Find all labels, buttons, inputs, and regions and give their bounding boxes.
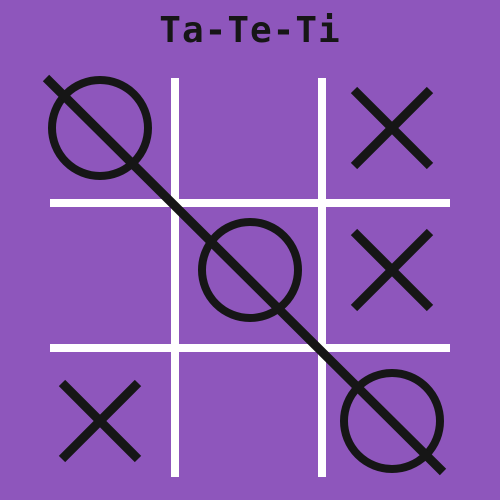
board-cell-r1-c2[interactable] — [175, 78, 322, 203]
o-mark-r2-c2 — [198, 218, 302, 322]
x-mark-r2-c3 — [350, 228, 434, 312]
game-title: Ta-Te-Ti — [159, 10, 341, 51]
winning-line — [42, 74, 447, 476]
o-mark-r1-c1 — [48, 76, 152, 180]
board-cell-r2-c1[interactable] — [50, 203, 175, 348]
x-mark-r1-c3 — [350, 86, 434, 170]
board-cells — [48, 76, 450, 477]
board-cell-r1-c3[interactable] — [322, 78, 450, 203]
x-mark-r3-c1 — [58, 379, 142, 463]
board-cell-r3-c2[interactable] — [175, 348, 322, 477]
grid-lines — [50, 78, 450, 477]
o-mark-r3-c3 — [340, 369, 444, 473]
